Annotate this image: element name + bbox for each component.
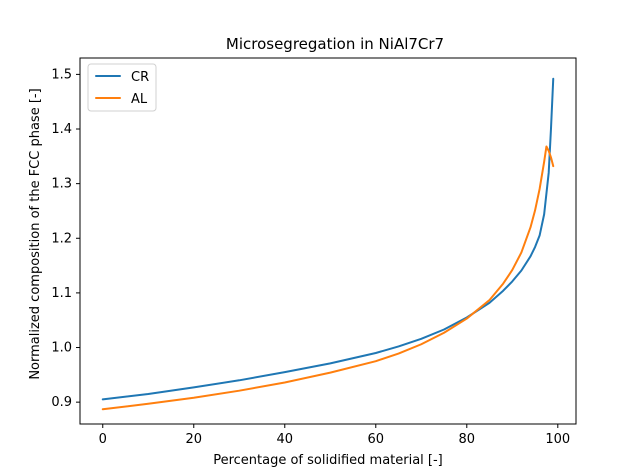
y-tick-label-5: 1.4 [51,122,72,137]
x-tick-label-0: 0 [99,432,107,447]
y-tick-label-4: 1.3 [51,177,72,192]
x-axis-title: Percentage of solidified material [-] [213,453,443,468]
y-tick-label-3: 1.2 [51,231,72,246]
axes-layer: 0 20 40 60 80 100 0.9 1.0 1.1 1.2 1.3 1.4 1.5 [51,57,577,447]
x-tick-label-5: 100 [545,432,570,447]
y-tick-label-0: 0.9 [51,395,72,410]
x-tick-label-4: 80 [459,432,476,447]
plot-area [101,77,555,411]
y-tick-label-1: 1.0 [51,341,72,356]
y-tick-label-2: 1.1 [51,286,72,301]
y-tick-label-6: 1.5 [51,67,72,82]
x-tick-label-2: 40 [276,432,293,447]
y-axis-title: Normalized composition of the FCC phase … [28,88,43,379]
chart-title: Microsegregation in NiAl7Cr7 [226,35,444,53]
series-line-al [101,145,555,411]
legend-label-cr: CR [131,70,149,85]
x-tick-label-1: 20 [185,432,202,447]
x-tick-label-3: 60 [368,432,385,447]
plot-frame [79,57,577,425]
legend-label-al: AL [131,92,148,107]
legend: CR AL [87,63,157,112]
